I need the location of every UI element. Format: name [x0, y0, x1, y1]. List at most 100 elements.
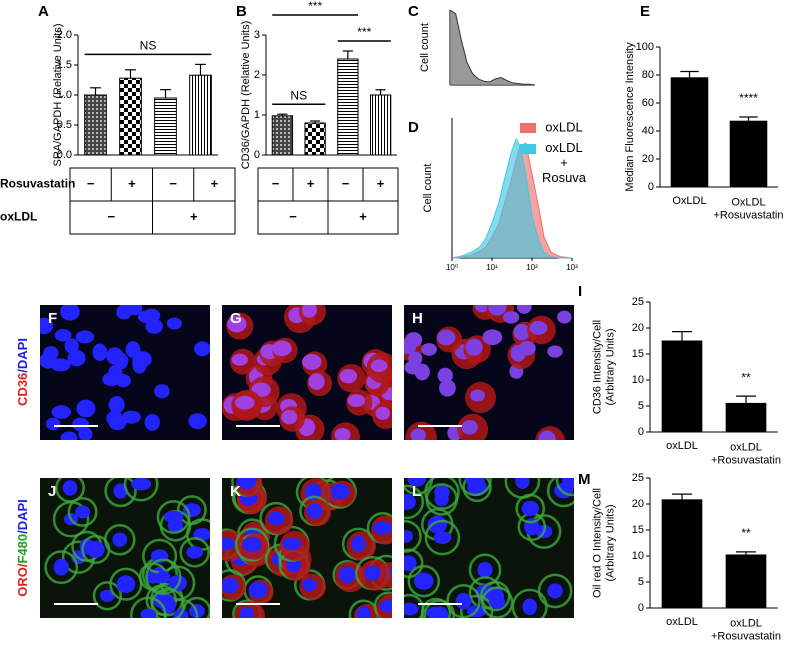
- nucleus: [465, 478, 485, 489]
- panel-letter: G: [230, 310, 242, 327]
- row-label-part: CD36: [15, 373, 30, 406]
- x-tick-label: oxLDL +Rosuvastatin: [711, 618, 781, 643]
- significance-label: ****: [739, 91, 758, 105]
- y-axis-label: Cell count: [422, 164, 434, 213]
- y-axis-label: Oil red O Intensity/Cell(Arbitrary Units…: [592, 488, 617, 598]
- table-cell: −: [87, 176, 95, 191]
- bar: [661, 499, 703, 609]
- nucleus: [222, 537, 236, 551]
- membrane: [460, 594, 494, 618]
- row-label-part: ORO/: [15, 563, 30, 597]
- nucleus: [53, 558, 69, 576]
- nucleus: [116, 575, 136, 594]
- y-tick-label: 2.0: [57, 29, 72, 41]
- area-line: [449, 9, 536, 86]
- nucleus: [267, 511, 285, 526]
- nucleus: [306, 502, 323, 519]
- nucleus: [239, 606, 254, 618]
- bar: [189, 74, 212, 156]
- panel-letter: L: [412, 483, 421, 500]
- nucleus: [538, 430, 556, 440]
- y-axis-label: CD36/GAPDH (Relative Units): [240, 21, 252, 170]
- membrane: [55, 478, 85, 503]
- bar: [369, 94, 392, 156]
- significance-label: **: [741, 370, 751, 384]
- nucleus: [439, 379, 456, 397]
- table-cell: −: [272, 176, 280, 191]
- table-cell: −: [289, 209, 297, 224]
- nucleus: [116, 305, 132, 320]
- membrane: [511, 588, 548, 618]
- y-axis-label: Cell count: [419, 23, 431, 72]
- nucleus: [61, 305, 76, 317]
- y-tick-label: 20: [632, 498, 644, 510]
- nucleus: [356, 606, 371, 618]
- row-label: ORO/F480/DAPI: [15, 499, 30, 597]
- membrane: [44, 550, 79, 585]
- nucleus: [182, 503, 201, 517]
- y-tick-label: 10: [632, 550, 644, 562]
- nucleus: [430, 606, 449, 618]
- table-cell: +: [128, 176, 136, 191]
- text-line: Oil red O Intensity/Cell: [592, 488, 604, 598]
- nucleus: [410, 428, 426, 440]
- nucleus: [144, 413, 160, 431]
- nucleus: [455, 592, 472, 610]
- significance-label: NS: [140, 39, 157, 53]
- nucleus: [516, 305, 532, 314]
- nucleus: [301, 305, 318, 318]
- nucleus: [75, 330, 95, 344]
- bar: [154, 97, 177, 156]
- row-header: Rosuvastatin: [0, 177, 75, 191]
- x-tick-label: 10⁰: [446, 263, 458, 272]
- y-tick-label: 80: [642, 69, 654, 81]
- row-header: oxLDL: [0, 210, 37, 224]
- nucleus: [413, 572, 434, 590]
- nucleus: [474, 305, 490, 313]
- nucleus: [112, 532, 128, 547]
- text-line: +: [560, 155, 568, 170]
- membrane: [404, 484, 425, 520]
- panel-letter: B: [236, 3, 247, 20]
- nucleus: [64, 338, 79, 354]
- membrane: [515, 493, 546, 524]
- nucleus: [54, 328, 72, 342]
- micrograph: G: [222, 305, 392, 440]
- membrane: [404, 593, 425, 618]
- nucleus: [373, 521, 392, 535]
- text-line: oxLDL: [730, 618, 762, 630]
- nucleus: [92, 343, 108, 362]
- legend-label: oxLDL: [545, 119, 583, 134]
- significance-label: ***: [357, 25, 371, 39]
- table-cell: +: [211, 176, 219, 191]
- nucleus: [106, 347, 124, 365]
- cells: [404, 305, 572, 440]
- area-line: [451, 137, 572, 259]
- membrane: [424, 519, 461, 556]
- bar: [725, 554, 767, 609]
- bar: [304, 122, 326, 156]
- nucleus: [436, 329, 456, 346]
- y-tick-label: 0: [638, 426, 644, 438]
- membrane: [81, 534, 111, 565]
- nucleus: [339, 369, 358, 384]
- nucleus: [302, 578, 318, 592]
- text-line: +Rosuvastatin: [711, 454, 781, 466]
- nucleus: [86, 540, 105, 558]
- x-tick-label: oxLDL +Rosuvastatin: [711, 442, 781, 467]
- table-cell: +: [190, 209, 198, 224]
- nucleus: [186, 546, 204, 559]
- membrane: [104, 478, 137, 508]
- nucleus: [562, 478, 574, 489]
- table-cell: +: [377, 176, 385, 191]
- y-tick-label: 1: [254, 109, 260, 121]
- y-axis-label: SRA/GAPDH (Relative Units): [52, 23, 64, 166]
- nucleus: [379, 600, 392, 613]
- nucleus: [521, 500, 540, 517]
- nucleus: [281, 537, 302, 550]
- nucleus: [347, 394, 366, 407]
- x-tick-label: OxLDL +Rosuvastatin: [713, 197, 783, 222]
- y-tick-label: 60: [642, 97, 654, 109]
- text-line: oxLDL: [730, 442, 762, 454]
- nucleus: [108, 395, 125, 414]
